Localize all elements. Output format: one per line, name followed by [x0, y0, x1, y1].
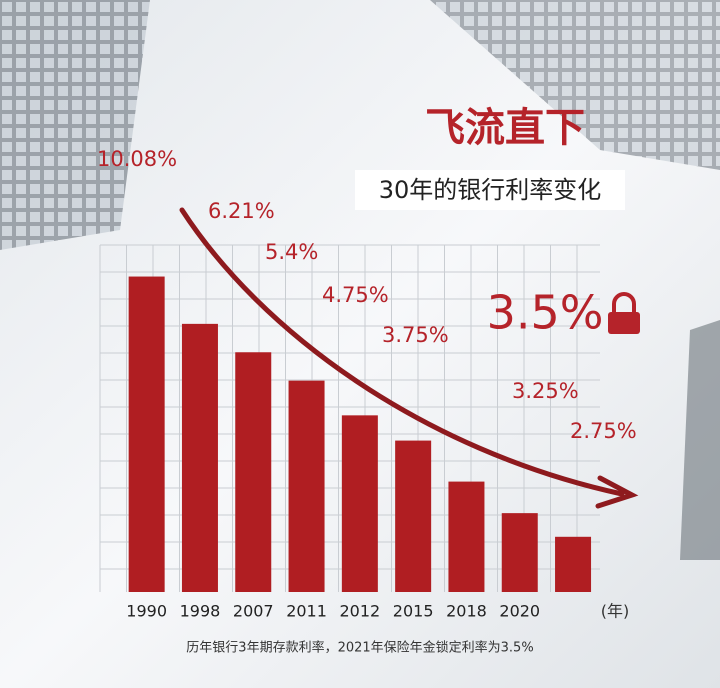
- bar: [341, 415, 378, 592]
- building: [430, 0, 720, 170]
- bar: [288, 380, 325, 592]
- highlight: 3.5%: [487, 286, 604, 340]
- subtitle: 30年的银行利率变化: [379, 176, 602, 204]
- subtitle-box: [355, 170, 625, 210]
- bar: [501, 513, 538, 592]
- title: 飞流直下: [425, 105, 585, 151]
- annotation: 10.08%: [97, 147, 177, 171]
- annotation: 3.75%: [382, 323, 449, 347]
- bar: [448, 481, 485, 592]
- x-unit: (年): [601, 602, 630, 621]
- bar: [181, 323, 218, 592]
- trend-arrowhead: [595, 475, 639, 509]
- x-tick-label: 2018: [446, 602, 487, 621]
- annotation: 6.21%: [208, 199, 275, 223]
- bar: [128, 276, 165, 592]
- annotation: 5.4%: [265, 240, 318, 264]
- building: [680, 320, 720, 560]
- x-tick-label: 2011: [286, 602, 327, 621]
- x-tick-label: 1998: [180, 602, 221, 621]
- x-tick-label: 2020: [499, 602, 540, 621]
- bar: [395, 440, 432, 592]
- x-tick-label: 1990: [126, 602, 167, 621]
- x-tick-label: 2007: [233, 602, 274, 621]
- x-tick-label: 2012: [339, 602, 380, 621]
- annotation: 4.75%: [322, 283, 389, 307]
- building: [0, 0, 150, 250]
- bar: [555, 536, 592, 592]
- trend-arrow: [179, 207, 625, 497]
- lock-icon: [608, 292, 640, 334]
- footnote: 历年银行3年期存款利率，2021年保险年金锁定利率为3.5%: [186, 640, 533, 656]
- annotation: 2.75%: [570, 419, 637, 443]
- bar: [235, 352, 272, 592]
- x-tick-label: 2015: [393, 602, 434, 621]
- annotation: 3.25%: [512, 379, 579, 403]
